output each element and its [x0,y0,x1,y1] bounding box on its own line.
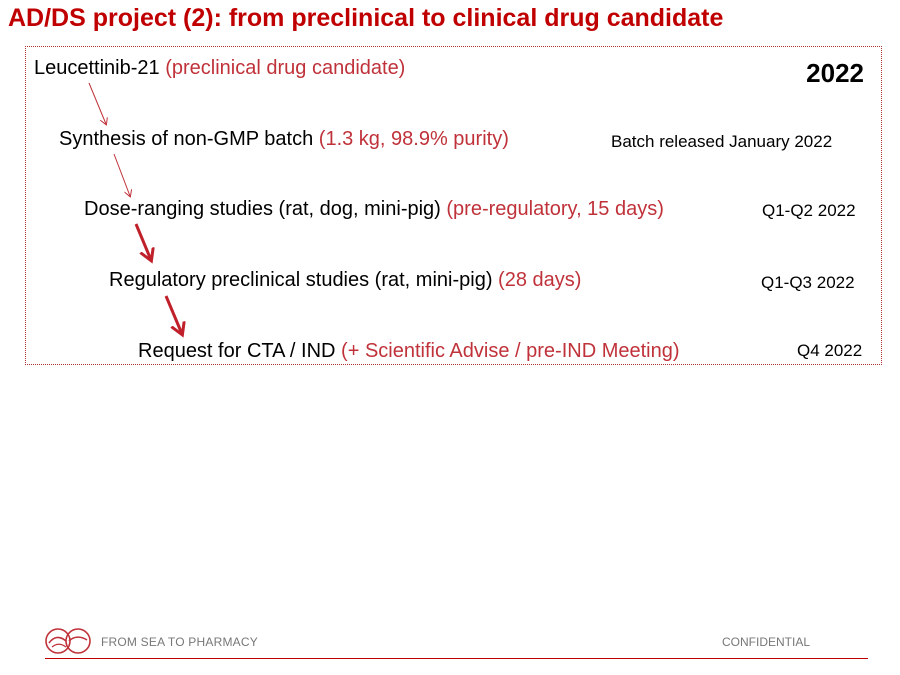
year-label: 2022 [806,58,864,88]
step-1-date: Batch released January 2022 [611,132,833,151]
step-2-main: Dose-ranging studies (rat, dog, mini-pig… [84,198,441,220]
step-3-date: Q1-Q3 2022 [761,273,855,292]
timeline-box [25,46,882,365]
step-0: Leucettinib-21 (preclinical drug candida… [34,57,405,80]
step-1: Synthesis of non-GMP batch (1.3 kg, 98.9… [59,128,509,151]
footer-divider [45,658,868,659]
arrow-1-to-2 [113,153,130,196]
arrow-3-to-4 [164,295,182,334]
step-0-detail: (preclinical drug candidate) [165,57,406,79]
page-title: AD/DS project (2): from preclinical to c… [8,4,724,32]
arrow-2-to-3 [134,223,151,260]
step-3: Regulatory preclinical studies (rat, min… [109,269,581,292]
step-4-main: Request for CTA / IND [138,340,336,362]
step-4-date: Q4 2022 [797,341,863,360]
step-4: Request for CTA / IND (+ Scientific Advi… [138,340,680,363]
step-4-detail: (+ Scientific Advise / pre-IND Meeting) [341,340,680,362]
step-2-date: Q1-Q2 2022 [762,201,856,220]
footer-brand: FROM SEA TO PHARMACY [101,635,258,649]
step-3-main: Regulatory preclinical studies (rat, min… [109,269,493,291]
step-0-main: Leucettinib-21 [34,57,160,79]
step-2: Dose-ranging studies (rat, dog, mini-pig… [84,198,664,221]
arrow-0-to-1 [88,82,106,124]
step-1-detail: (1.3 kg, 98.9% purity) [318,128,509,150]
sea-to-pharmacy-logo-icon [45,628,91,654]
step-3-detail: (28 days) [498,269,582,291]
step-1-main: Synthesis of non-GMP batch [59,128,314,150]
footer-confidential: CONFIDENTIAL [722,635,811,649]
step-2-detail: (pre-regulatory, 15 days) [446,198,664,220]
